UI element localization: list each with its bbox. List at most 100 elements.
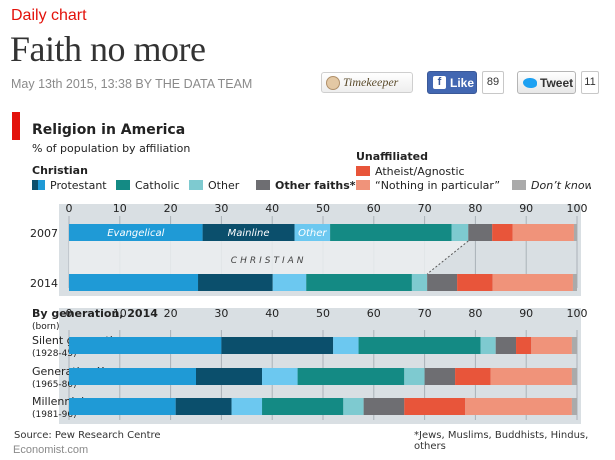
x-tick-label-bottom: 20 xyxy=(164,307,178,320)
bar-segment xyxy=(424,368,456,385)
bar-segment xyxy=(272,274,307,291)
chart-subtitle: % of population by affiliation xyxy=(32,142,190,155)
timekeeper-icon xyxy=(326,75,340,90)
bar-segment xyxy=(411,274,428,291)
x-tick-label-bottom: 0 xyxy=(66,307,73,320)
timekeeper-label: Timekeeper xyxy=(343,75,399,89)
legend-heading-christian: Christian xyxy=(32,164,88,177)
x-tick-label-bottom: 10 xyxy=(113,307,127,320)
x-tick-label-bottom: 40 xyxy=(265,307,279,320)
bar-segment xyxy=(198,274,273,291)
christian-band-edge xyxy=(426,240,469,275)
x-tick-label-bottom: 70 xyxy=(418,307,432,320)
bar-segment xyxy=(465,398,572,415)
generation-sublabel: (1981-96) xyxy=(32,410,77,420)
chart-container: Religion in America % of population by af… xyxy=(12,112,594,442)
x-tick-label-top: 90 xyxy=(519,202,533,215)
x-tick-label-top: 60 xyxy=(367,202,381,215)
bar-segment xyxy=(69,337,222,354)
tweet-label: Tweet xyxy=(540,75,574,90)
legend-label-nothing: “Nothing in particular” xyxy=(375,179,500,192)
bar-segment xyxy=(571,368,577,385)
like-label: Like xyxy=(450,75,475,90)
x-tick-label-bottom: 60 xyxy=(367,307,381,320)
bar-segment xyxy=(404,368,425,385)
x-tick-label-top: 20 xyxy=(164,202,178,215)
legend-label-atheist: Atheist/Agnostic xyxy=(375,165,465,178)
generation-sublabel: (1928-45) xyxy=(32,349,77,359)
religion-chart: Religion in America % of population by af… xyxy=(30,122,594,424)
timekeeper-button[interactable]: Timekeeper xyxy=(321,72,413,93)
bar-segment xyxy=(297,368,405,385)
bar-segment xyxy=(343,398,364,415)
bar-segment xyxy=(455,368,491,385)
legend-swatch-atheist xyxy=(356,166,370,176)
bar-segment xyxy=(572,274,577,291)
legend-label-other: Other xyxy=(208,179,240,192)
legend-label-other-faiths: Other faiths* xyxy=(275,179,356,192)
bar-segment xyxy=(492,274,573,291)
bar-segment xyxy=(512,224,574,241)
bar-segment xyxy=(531,337,572,354)
bar-segment xyxy=(202,224,295,241)
bar-segment xyxy=(294,224,331,241)
bar-segment xyxy=(69,368,196,385)
legend-swatch-nothing xyxy=(356,180,370,190)
bar-segment xyxy=(495,337,517,354)
facebook-like-button[interactable]: f Like xyxy=(427,71,477,94)
bar-segment xyxy=(221,337,334,354)
legend-heading-unaffiliated: Unaffiliated xyxy=(356,150,428,163)
segment-label: Mainline xyxy=(228,228,270,239)
row-label: 2014 xyxy=(30,277,58,290)
christian-band-label: CHRISTIAN xyxy=(231,256,307,266)
bar-segment xyxy=(69,398,176,415)
x-tick-label-top: 10 xyxy=(113,202,127,215)
article-headline: Faith no more xyxy=(10,29,206,69)
christian-band xyxy=(69,241,469,274)
bar-segment xyxy=(69,224,203,241)
legend-label-dont-know: Don’t know xyxy=(531,179,591,192)
bar-segment xyxy=(363,398,405,415)
like-count: 89 xyxy=(482,71,504,94)
x-tick-label-bottom: 80 xyxy=(468,307,482,320)
tweet-button[interactable]: Tweet xyxy=(517,71,576,94)
bar-segment xyxy=(231,398,263,415)
chart-red-strip xyxy=(12,112,20,140)
article-byline: May 13th 2015, 13:38 BY THE DATA TEAM xyxy=(11,77,253,91)
bar-segment xyxy=(457,274,493,291)
bar-segment xyxy=(571,398,577,415)
section-label[interactable]: Daily chart xyxy=(11,7,87,24)
x-tick-label-top: 70 xyxy=(418,202,432,215)
bar-segment xyxy=(175,398,232,415)
x-tick-label-top: 30 xyxy=(214,202,228,215)
chart-footnote: *Jews, Muslims, Buddhists, Hindus, other… xyxy=(414,430,589,452)
bar-segment xyxy=(333,337,359,354)
site-credit: Economist.com xyxy=(13,444,89,456)
bar-segment xyxy=(492,224,513,241)
bar-segment xyxy=(196,368,263,385)
segment-label: Evangelical xyxy=(107,228,164,239)
legend-swatch-catholic xyxy=(116,180,130,190)
twitter-bird-icon xyxy=(523,77,537,88)
bar-segment xyxy=(330,224,452,241)
bar-segment xyxy=(358,337,481,354)
x-tick-label-top: 80 xyxy=(468,202,482,215)
legend-label-catholic: Catholic xyxy=(135,179,180,192)
legend-swatch-other-faiths xyxy=(256,180,270,190)
bar-segment xyxy=(571,337,577,354)
x-tick-label-bottom: 50 xyxy=(316,307,330,320)
x-tick-label-top: 100 xyxy=(567,202,588,215)
bar-segment xyxy=(573,224,577,241)
x-tick-label-bottom: 90 xyxy=(519,307,533,320)
panel-heading: By generation, 2014 xyxy=(32,307,158,320)
generation-sublabel: (1965-80) xyxy=(32,380,77,390)
chart-title: Religion in America xyxy=(32,122,185,138)
legend-label-protestant: Protestant xyxy=(50,179,107,192)
legend-swatch-dont-know xyxy=(512,180,526,190)
x-tick-label-top: 50 xyxy=(316,202,330,215)
bar-segment xyxy=(404,398,466,415)
x-tick-label-top: 0 xyxy=(66,202,73,215)
tweet-count: 11 xyxy=(581,71,599,94)
x-tick-label-top: 40 xyxy=(265,202,279,215)
panel-heading-sub: (born) xyxy=(32,322,60,332)
